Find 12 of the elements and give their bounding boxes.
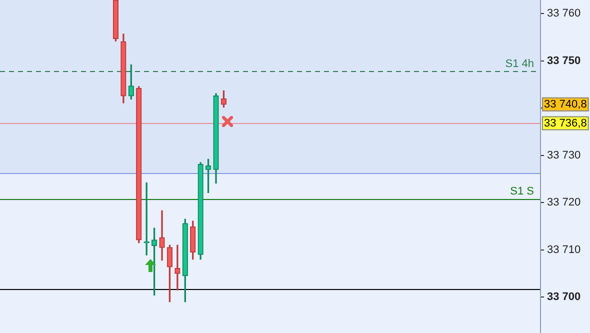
y-tick-label: 33 750	[547, 54, 581, 67]
y-tick-label: 33 710	[547, 244, 581, 256]
ref-line-label: S1 4h	[505, 58, 534, 70]
y-tick-label: 33 720	[547, 196, 581, 209]
ref-line-label: S1 S	[510, 185, 534, 198]
text: 33 740,8	[544, 98, 587, 110]
y-tick-label: 33 760	[547, 8, 581, 20]
candlestick	[174, 244, 180, 290]
y-tick-label: 33 730	[547, 149, 581, 162]
ref-line-label: 33 736,8	[544, 117, 587, 130]
y-tick-label: 33 700	[547, 291, 581, 304]
candlestick	[159, 210, 165, 261]
